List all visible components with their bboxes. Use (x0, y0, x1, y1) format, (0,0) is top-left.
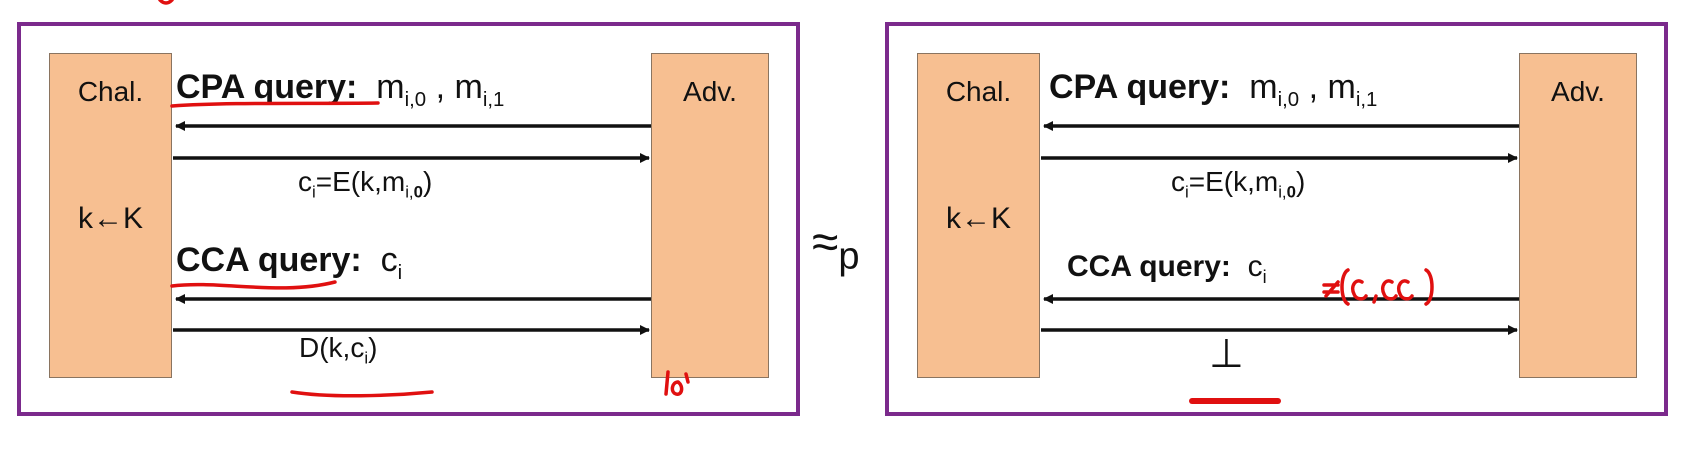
decryption-label: D(k,ci) (299, 332, 378, 368)
ciphertext-label: ci=E(k,mi,0) (1171, 166, 1306, 202)
cca-query-row: CCA query: ci (176, 241, 402, 285)
challenger-label: Chal. (77, 76, 144, 107)
adversary-box: Adv. (1519, 53, 1637, 378)
key-gen-label: k←K (77, 202, 143, 235)
challenger-label: Chal. (945, 76, 1012, 107)
cca-query-label: CCA query: (176, 241, 362, 279)
cca-ciphertext: ci (380, 241, 403, 284)
ciphertext-label: ci=E(k,mi,0) (298, 166, 433, 202)
challenger-box: Chal. k←K (917, 53, 1040, 378)
adversary-label: Adv. (1551, 76, 1605, 107)
right-game-panel: Chal. k←K Adv. CPA query: mi,0 , mi,1 ci… (885, 22, 1668, 416)
key-gen-label: k←K (945, 202, 1011, 235)
adversary-label: Adv. (683, 76, 737, 107)
cpa-query-label: CPA query: (1049, 68, 1231, 106)
left-game-panel: Chal. k←K Adv. CPA query: mi,0 , mi,1 ci… (17, 22, 800, 416)
cca-ciphertext: ci (1247, 250, 1267, 287)
cpa-query-label: CPA query: (176, 68, 358, 106)
challenger-box: Chal. k←K (49, 53, 172, 378)
cpa-msg: mi,0 , mi,1 (376, 68, 505, 111)
cpa-query-row: CPA query: mi,0 , mi,1 (176, 68, 504, 112)
cpa-msg: mi,0 , mi,1 (1249, 68, 1378, 111)
computationally-indistinguishable-symbol: ≈p (812, 216, 860, 278)
top-red-mark (158, 0, 174, 5)
cca-query-row: CCA query: ci (1067, 250, 1267, 288)
bottom-symbol: ⊥ (1209, 332, 1244, 376)
adversary-box: Adv. (651, 53, 769, 378)
cca-query-label: CCA query: (1067, 250, 1231, 283)
cpa-query-row: CPA query: mi,0 , mi,1 (1049, 68, 1377, 112)
